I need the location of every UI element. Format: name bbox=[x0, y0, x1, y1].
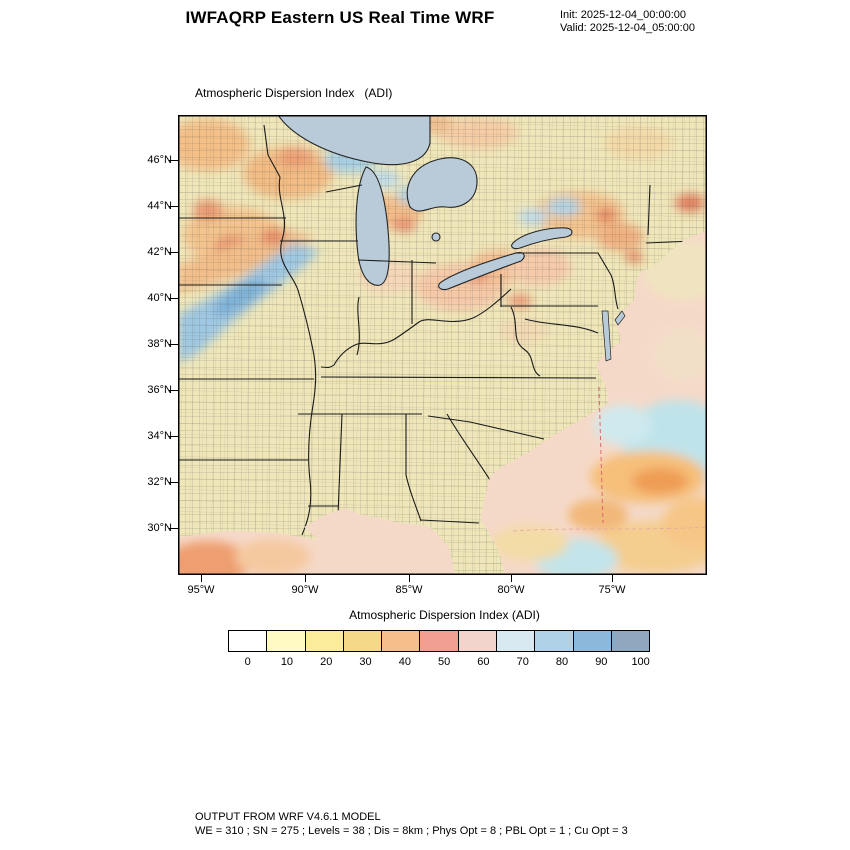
colorbar-tick-label: 10 bbox=[280, 656, 294, 668]
lat-tick bbox=[169, 252, 178, 253]
colorbar-cell bbox=[457, 630, 498, 652]
colorbar-cell bbox=[304, 630, 344, 652]
lat-label-38n: 38°N bbox=[147, 338, 172, 350]
lon-tick bbox=[201, 575, 202, 582]
colorbar-tick-label: 20 bbox=[320, 656, 333, 668]
lake-erie bbox=[438, 252, 525, 291]
colorbar-tick-label: 80 bbox=[555, 656, 569, 668]
colorbar-cell bbox=[610, 630, 651, 652]
state-borders bbox=[178, 124, 695, 536]
colorbar-tick-label: 70 bbox=[516, 656, 529, 668]
lon-tick bbox=[511, 575, 512, 582]
init-valid-block: Init: 2025-12-04_00:00:00 Valid: 2025-12… bbox=[560, 9, 695, 35]
lon-tick bbox=[612, 575, 613, 582]
colorbar-tick-label: 90 bbox=[595, 656, 608, 668]
lat-tick bbox=[169, 528, 178, 529]
dashed-meridian-line bbox=[598, 386, 604, 524]
colorbar-tick-label: 100 bbox=[631, 656, 650, 668]
colorbar-tick-label: 30 bbox=[359, 656, 372, 668]
valid-time: Valid: 2025-12-04_05:00:00 bbox=[560, 22, 695, 34]
lon-tick bbox=[305, 575, 306, 582]
lake-st-clair bbox=[431, 232, 441, 242]
footer-config-line: WE = 310 ; SN = 275 ; Levels = 38 ; Dis … bbox=[195, 825, 628, 837]
lake-huron bbox=[406, 157, 478, 212]
lat-tick bbox=[169, 206, 178, 207]
colorbar-cell bbox=[534, 630, 574, 652]
lat-label-42n: 42°N bbox=[147, 246, 172, 258]
colorbar-tick-label: 60 bbox=[477, 656, 490, 668]
lat-tick bbox=[169, 482, 178, 483]
lon-label-90w: 90°W bbox=[291, 584, 319, 596]
map-area bbox=[166, 114, 738, 585]
lake-superior bbox=[276, 114, 431, 166]
colorbar-cell bbox=[266, 630, 306, 652]
colorbar-cell bbox=[419, 630, 459, 652]
lat-tick bbox=[169, 344, 178, 345]
colorbar-cell bbox=[342, 630, 383, 652]
lakes bbox=[276, 114, 626, 362]
lon-label-75w: 75°W bbox=[598, 584, 626, 596]
lat-tick bbox=[169, 160, 178, 161]
page-title: IWFAQRP Eastern US Real Time WRF bbox=[185, 8, 495, 27]
lake-ontario bbox=[511, 227, 573, 250]
dashed-parallel-line bbox=[512, 526, 708, 532]
lon-label-80w: 80°W bbox=[497, 584, 525, 596]
lon-tick bbox=[409, 575, 410, 582]
lon-label-95w: 95°W bbox=[187, 584, 215, 596]
lat-label-32n: 32°N bbox=[147, 476, 172, 488]
colorbar-tick-label: 40 bbox=[398, 656, 411, 668]
lat-label-34n: 34°N bbox=[147, 430, 172, 442]
colorbar-cell bbox=[228, 630, 268, 652]
lat-label-36n: 36°N bbox=[147, 384, 172, 396]
colorbar bbox=[228, 630, 651, 652]
adi-map bbox=[166, 114, 738, 585]
footer-model-line: OUTPUT FROM WRF V4.6.1 MODEL bbox=[195, 811, 381, 823]
lat-label-40n: 40°N bbox=[147, 292, 172, 304]
colorbar-cell bbox=[572, 630, 612, 652]
colorbar-cell bbox=[381, 630, 421, 652]
map-frame bbox=[178, 115, 707, 575]
chesapeake-bay bbox=[601, 310, 612, 362]
lake-michigan bbox=[355, 166, 390, 286]
lat-tick bbox=[169, 390, 178, 391]
lon-label-85w: 85°W bbox=[395, 584, 423, 596]
lat-tick bbox=[169, 436, 178, 437]
lat-label-44n: 44°N bbox=[147, 200, 172, 212]
lat-tick bbox=[169, 298, 178, 299]
colorbar-tick-label: 0 bbox=[244, 656, 251, 668]
colorbar-labels: 0 10 20 30 40 50 60 70 80 90 100 bbox=[228, 656, 660, 668]
footer-block: OUTPUT FROM WRF V4.6.1 MODEL WE = 310 ; … bbox=[195, 810, 628, 838]
field-title: Atmospheric Dispersion Index (ADI) bbox=[195, 86, 393, 100]
delaware-bay bbox=[614, 310, 626, 326]
colorbar-title: Atmospheric Dispersion Index (ADI) bbox=[349, 608, 540, 622]
lat-label-46n: 46°N bbox=[147, 154, 172, 166]
colorbar-tick-label: 50 bbox=[438, 656, 451, 668]
colorbar-cell bbox=[496, 630, 536, 652]
lat-label-30n: 30°N bbox=[147, 522, 172, 534]
init-time: Init: 2025-12-04_00:00:00 bbox=[560, 9, 686, 21]
